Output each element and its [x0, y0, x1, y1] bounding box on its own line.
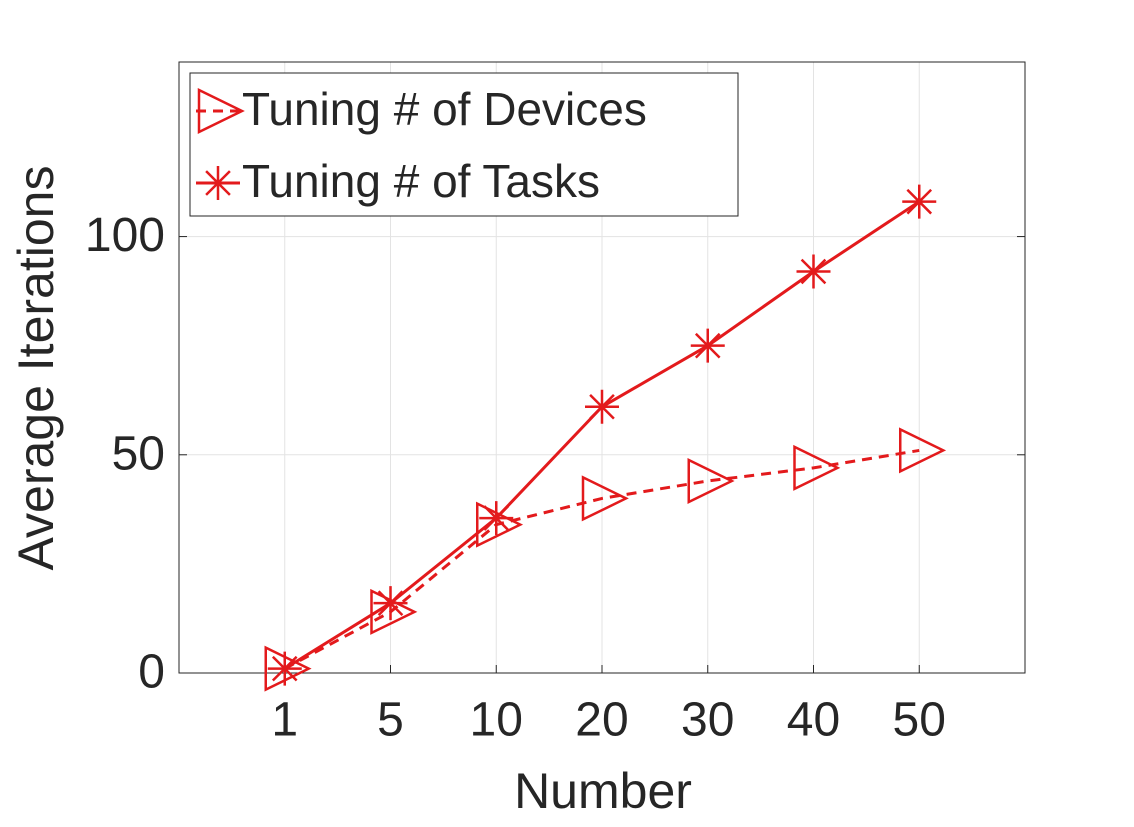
legend-marker [201, 166, 235, 200]
x-tick-label: 50 [893, 694, 946, 747]
x-axis-label: Number [514, 763, 692, 819]
marker [690, 328, 725, 363]
x-tick-label: 20 [575, 694, 628, 747]
marker [264, 645, 312, 692]
marker [479, 501, 514, 536]
x-tick-label: 1 [271, 694, 298, 747]
marker [899, 427, 947, 474]
y-tick-label: 0 [138, 646, 165, 699]
x-tick-label: 30 [681, 694, 734, 747]
marker [902, 184, 937, 219]
marker [267, 651, 302, 686]
legend-box [189, 72, 739, 217]
legend-label: Tuning # of Tasks [242, 155, 600, 207]
legend-marker [197, 87, 245, 135]
marker [373, 586, 408, 621]
marker [687, 457, 735, 504]
plot-frame [178, 61, 1026, 674]
marker [585, 389, 619, 424]
x-tick-label: 10 [470, 694, 523, 747]
y-tick-label: 50 [112, 427, 165, 480]
marker [793, 444, 841, 491]
marker [796, 254, 831, 289]
y-axis-label: Average Iterations [8, 166, 64, 571]
marker [581, 475, 629, 522]
y-tick-label: 100 [85, 209, 165, 262]
x-tick-label: 40 [787, 694, 840, 747]
legend-label: Tuning # of Devices [242, 83, 647, 135]
x-tick-label: 5 [377, 694, 404, 747]
